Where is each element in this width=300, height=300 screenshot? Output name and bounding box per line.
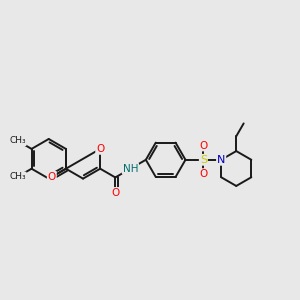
Text: CH₃: CH₃: [9, 172, 26, 181]
Text: NH: NH: [123, 164, 138, 174]
Text: O: O: [111, 188, 119, 198]
Text: S: S: [200, 155, 207, 165]
Text: O: O: [48, 172, 56, 182]
Text: O: O: [199, 169, 207, 179]
Text: O: O: [96, 144, 104, 154]
Text: N: N: [217, 155, 225, 165]
Text: CH₃: CH₃: [9, 136, 26, 145]
Text: O: O: [199, 140, 207, 151]
